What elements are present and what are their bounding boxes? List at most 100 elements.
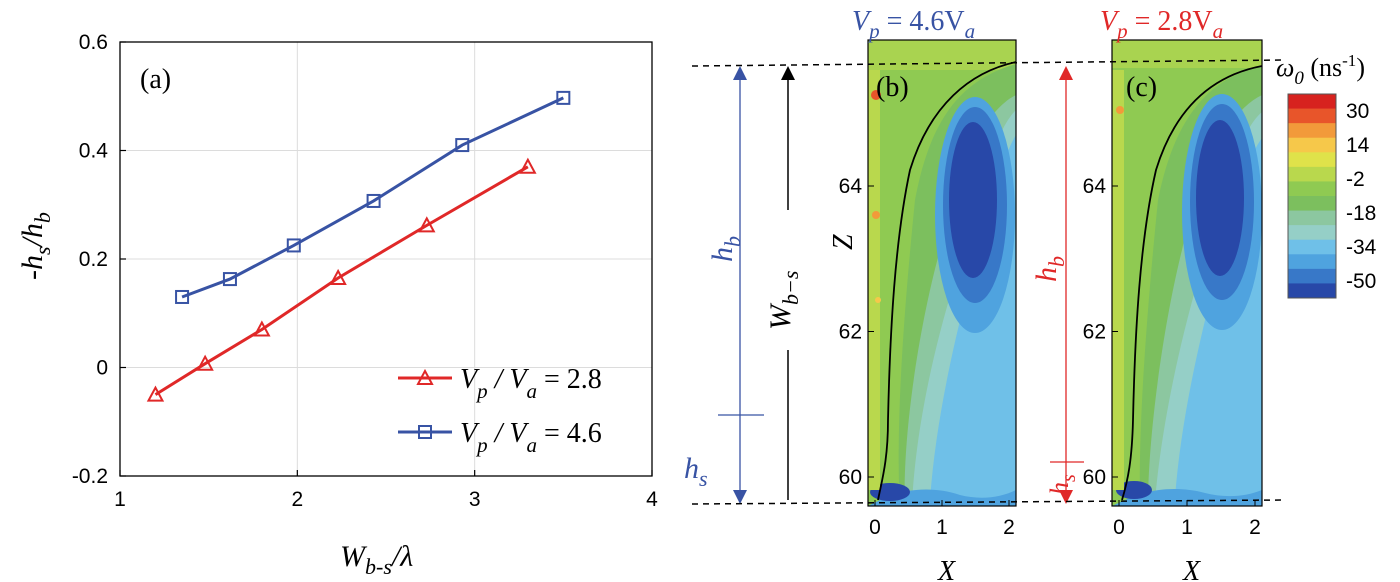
y-axis-label-p3: /h <box>16 223 49 248</box>
hs-b-p2: s <box>699 466 708 491</box>
legend-red-p5: = 2.8 <box>537 364 602 395</box>
triangle-marker <box>253 320 271 337</box>
field-top-band <box>868 40 1016 70</box>
colorbar-swatch <box>1288 225 1336 241</box>
legend-red-p1: V <box>460 364 480 395</box>
y-tick-label: 62 <box>839 321 862 344</box>
legend-label-blue: Vp / Va = 4.6 <box>460 418 602 457</box>
colorbar-label: -18 <box>1346 202 1376 225</box>
y-axis-label-p2: s <box>30 246 55 255</box>
colorbar-swatch <box>1288 210 1336 226</box>
colorbar-label: 30 <box>1346 100 1369 123</box>
title-c-p1: V <box>1100 6 1120 37</box>
colorbar-swatch <box>1288 166 1336 182</box>
colorbar-swatch <box>1288 268 1336 284</box>
annotation-c: hb hs <box>1030 66 1084 504</box>
colorbar-swatch <box>1288 108 1336 124</box>
title-b-p2: p <box>867 19 880 43</box>
vortex-core <box>949 122 997 278</box>
triangle-marker <box>519 157 537 174</box>
wbs-label: Wb−s <box>764 271 803 330</box>
legend-red-p3: / V <box>488 364 530 395</box>
colorbar-frame <box>1287 93 1337 299</box>
arrow-head-top <box>733 66 747 80</box>
colorbar-swatch <box>1288 254 1336 270</box>
x-axis-label: Wb-s/λ <box>340 540 413 579</box>
colorbar-swatch <box>1288 181 1336 197</box>
y-tick-label: 64 <box>1083 175 1107 198</box>
wall-spot-3 <box>875 297 881 303</box>
square-marker <box>455 138 470 153</box>
y-tick-label: 62 <box>1083 321 1106 344</box>
colorbar-swatch <box>1288 137 1336 153</box>
wall-spot-1 <box>871 90 881 100</box>
axis-ticks: 1 2 3 4 -0.2 0 0.2 0.4 0.6 <box>72 31 658 511</box>
colorbar-label: -34 <box>1346 236 1377 259</box>
colorbar-swatch <box>1288 239 1336 255</box>
wbs-arrow-head <box>781 66 795 80</box>
y-tick-label: 60 <box>1083 466 1106 489</box>
y-tick-label: 0.4 <box>79 140 109 163</box>
legend-blue-p2: p <box>475 433 488 457</box>
cb-title-p1: ω <box>1276 53 1294 82</box>
triangle-marker <box>146 385 165 402</box>
x-axis-label-main: W <box>340 540 368 573</box>
colorbar-label: 14 <box>1346 134 1370 157</box>
panel-label-c: (c) <box>1126 72 1157 103</box>
y-axis-label-p4: b <box>30 212 55 223</box>
legend-blue-p1: V <box>460 418 480 449</box>
legend-marker-square <box>418 425 432 439</box>
title-b-p1: V <box>852 6 872 37</box>
contour-field-b <box>868 40 1016 506</box>
wall-strip-c <box>1112 70 1124 490</box>
hb-c-p2: b <box>1044 256 1069 267</box>
wall-strip <box>868 70 880 490</box>
x-tick-label: 2 <box>1003 516 1015 539</box>
hs-c-p2: s <box>1058 474 1080 482</box>
grid-lines <box>119 41 653 477</box>
colorbar-label: -50 <box>1346 270 1376 293</box>
triangle-marker <box>329 268 347 285</box>
field-top-band-c <box>1112 40 1262 68</box>
colorbar-swatch <box>1288 283 1336 299</box>
wall-spot-2 <box>872 211 880 219</box>
x-tick-label: 3 <box>469 488 481 511</box>
arrow-head-bottom-c <box>1059 490 1073 504</box>
legend-red-p2: p <box>475 379 488 403</box>
colorbar-labels: 30 14 -2 -18 -34 -50 <box>1346 100 1377 293</box>
vortex-core-c <box>1196 120 1244 276</box>
y-tick-label: 64 <box>839 175 863 198</box>
legend-blue-p5: = 4.6 <box>537 418 602 449</box>
colorbar: ω0 (ns-1) 30 14 -2 -18 -34 -50 <box>1276 51 1377 299</box>
colorbar-swatch <box>1288 94 1336 110</box>
x-axis-label-sub: b-s <box>365 554 392 579</box>
line-chart-panel-a: 1 2 3 4 -0.2 0 0.2 0.4 0.6 (a) Wb-s/λ -hs/hb Vp … <box>16 31 658 579</box>
title-c-p2: p <box>1115 19 1128 43</box>
colorbar-label: -2 <box>1346 168 1365 191</box>
wall-spot-c1 <box>1116 106 1124 114</box>
hs-label-b: hs <box>684 452 708 491</box>
hs-b-p1: h <box>684 452 699 485</box>
legend-red-p4: a <box>527 379 538 403</box>
x-tick-label: 4 <box>646 488 658 511</box>
x-tick-label: 2 <box>291 488 303 511</box>
wbs-label-bg <box>774 210 804 350</box>
colorbar-swatch <box>1288 196 1336 212</box>
series-line-1 <box>181 96 564 299</box>
colorbar-title: ω0 (ns-1) <box>1276 51 1365 89</box>
hs-label-c: hs <box>1045 474 1080 495</box>
y-tick-label: 0.6 <box>79 31 108 54</box>
hb-c-p1: h <box>1030 267 1063 282</box>
x-tick-label: 1 <box>1181 516 1193 539</box>
panel-label-a: (a) <box>140 64 171 95</box>
legend: Vp / Va = 2.8 Vp / Va = 4.6 <box>398 364 602 457</box>
colorbar-swatch <box>1288 152 1336 168</box>
z-axis-label: Z <box>828 234 859 250</box>
title-c-p3: = 2.8V <box>1128 6 1213 37</box>
title-b-p4: a <box>965 19 976 43</box>
square-marker <box>366 193 381 208</box>
wbs-p1: W <box>764 302 797 330</box>
y-axis-label-p1: -h <box>16 255 49 280</box>
x-tick-label: 1 <box>114 488 126 511</box>
